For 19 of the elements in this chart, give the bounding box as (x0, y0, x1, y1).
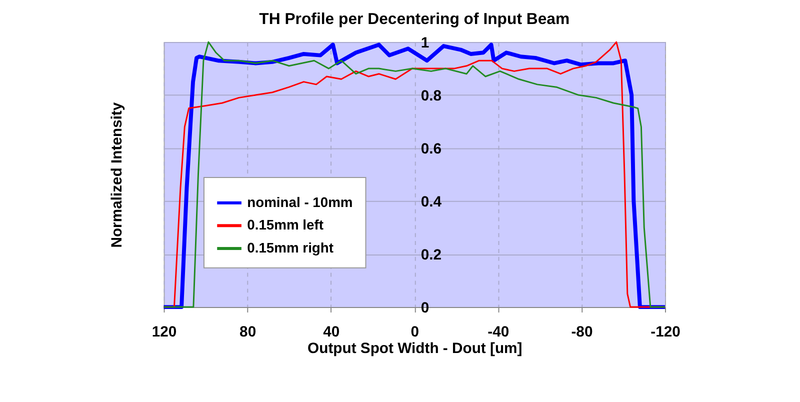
x-axis-title: Output Spot Width - Dout [um] (308, 341, 522, 358)
y-tick-label: 1 (420, 36, 430, 52)
y-tick-label: 0.8 (420, 88, 442, 105)
y-tick-label: 0.6 (420, 142, 442, 158)
x-tick-label: -40 (488, 324, 510, 340)
x-tick-label: 80 (240, 324, 256, 340)
legend-label: 0.15mm left (247, 216, 324, 233)
x-tick-label: -80 (571, 324, 593, 340)
x-tick-label: 0 (410, 324, 420, 340)
y-tick-label: 0.2 (420, 248, 442, 264)
y-tick-label: 0 (420, 300, 430, 317)
chart-title: TH Profile per Decentering of Input Beam (259, 11, 570, 28)
y-tick-label: 0.4 (420, 194, 442, 211)
x-tick-label: 40 (323, 324, 340, 340)
legend-label: 0.15mm right (247, 239, 334, 256)
x-tick-label: 120 (152, 324, 177, 340)
x-tick-label: -120 (650, 324, 680, 340)
legend-label: nominal - 10mm (247, 194, 353, 210)
y-axis-title: Normalized Intensity (110, 102, 126, 248)
